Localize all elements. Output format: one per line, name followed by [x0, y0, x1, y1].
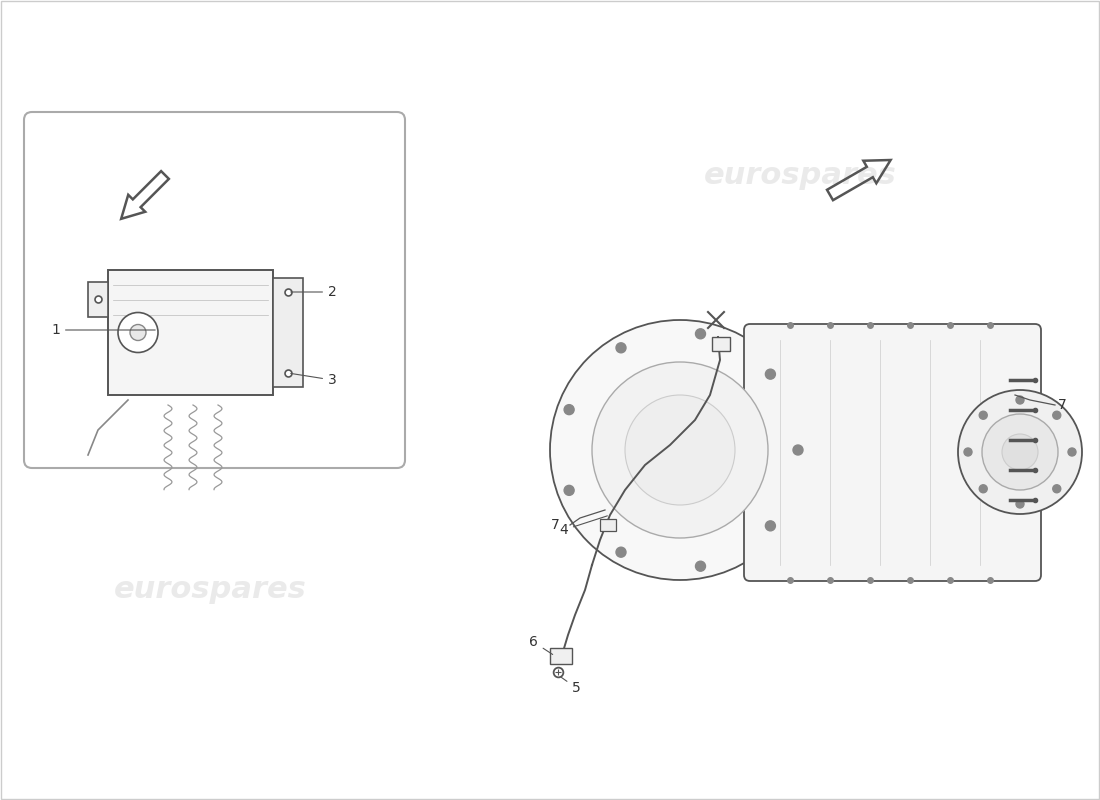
Circle shape [550, 320, 810, 580]
Circle shape [1016, 500, 1024, 508]
Circle shape [982, 414, 1058, 490]
Circle shape [118, 313, 158, 353]
Text: 3: 3 [290, 373, 337, 387]
Bar [712, 337, 730, 351]
Text: 1: 1 [51, 323, 155, 337]
Circle shape [564, 486, 574, 495]
FancyBboxPatch shape [744, 324, 1041, 581]
Text: eurospares: eurospares [113, 230, 307, 259]
Circle shape [592, 362, 768, 538]
Text: 4: 4 [559, 516, 607, 537]
Circle shape [964, 448, 972, 456]
FancyBboxPatch shape [24, 112, 405, 468]
Text: eurospares: eurospares [113, 575, 307, 605]
Circle shape [1016, 396, 1024, 404]
Circle shape [1068, 448, 1076, 456]
Circle shape [695, 562, 705, 571]
Circle shape [564, 405, 574, 414]
Text: 7: 7 [551, 518, 560, 532]
Circle shape [979, 485, 987, 493]
Text: 5: 5 [560, 677, 581, 695]
Text: 7: 7 [1058, 398, 1067, 412]
Text: 2: 2 [290, 285, 337, 299]
Bar [550, 648, 572, 664]
Circle shape [793, 445, 803, 455]
Circle shape [1053, 411, 1060, 419]
Text: 6: 6 [529, 635, 552, 654]
Text: eurospares: eurospares [704, 161, 896, 190]
Bar [108, 270, 273, 395]
Circle shape [625, 395, 735, 505]
Circle shape [958, 390, 1082, 514]
Circle shape [979, 411, 987, 419]
Circle shape [695, 329, 705, 338]
Circle shape [1002, 434, 1038, 470]
Circle shape [130, 325, 146, 341]
Bar [88, 282, 108, 317]
Circle shape [1053, 485, 1060, 493]
Circle shape [616, 343, 626, 353]
Circle shape [616, 547, 626, 557]
Bar [600, 519, 616, 531]
Circle shape [766, 521, 775, 531]
Bar [273, 278, 303, 387]
Circle shape [766, 369, 775, 379]
